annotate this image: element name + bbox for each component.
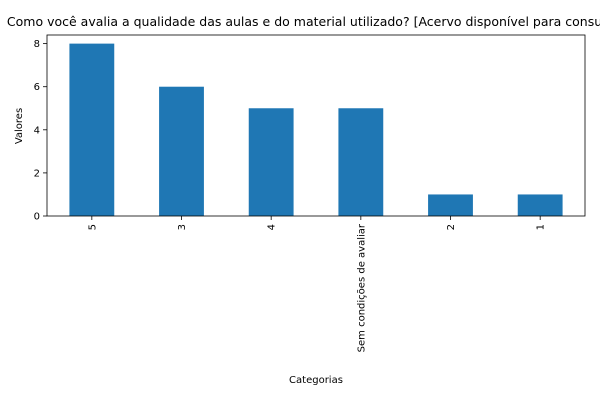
y-tick-label-2: 4	[34, 125, 40, 136]
x-tick-label-5: 1	[536, 224, 547, 230]
x-tick-label-3: Sem condições de avaliar	[356, 223, 367, 352]
y-axis-label: Valores	[14, 108, 25, 144]
x-tick-label-0: 5	[87, 224, 98, 230]
y-tick-label-4: 8	[34, 39, 40, 50]
bar-2	[248, 108, 294, 216]
plot-frame	[46, 34, 586, 217]
bar-5	[517, 194, 563, 216]
bars-group	[69, 43, 563, 216]
bar-1	[159, 86, 204, 216]
x-tick-label-4: 2	[446, 224, 457, 230]
y-tick-label-0: 0	[34, 212, 40, 223]
x-axis: 5 3 4 Sem condições de avaliar 2 1	[87, 216, 547, 352]
bar-4	[428, 194, 473, 216]
bar-0	[69, 43, 115, 216]
y-tick-label-1: 2	[34, 168, 40, 179]
y-tick-label-3: 6	[34, 82, 40, 93]
y-axis: 0 2 4 6 8	[34, 39, 47, 223]
x-tick-label-2: 4	[267, 224, 278, 230]
x-tick-label-1: 3	[177, 224, 188, 230]
x-axis-label: Categorias	[289, 375, 343, 386]
chart-title: Como você avalia a qualidade das aulas e…	[7, 14, 600, 29]
bar-3	[338, 108, 384, 216]
